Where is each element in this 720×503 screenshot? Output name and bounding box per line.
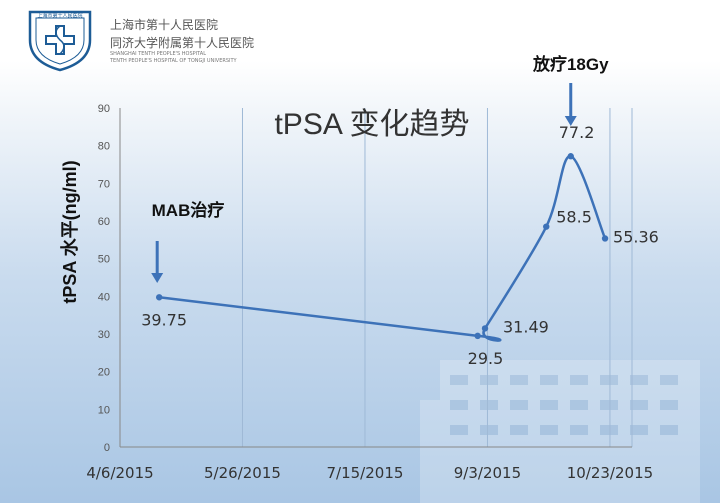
hospital-logo: 上海市第十人民医院 [28,10,92,72]
y-tick-labels: 0 10 20 30 40 50 60 70 80 90 [98,103,110,454]
data-point [567,153,574,160]
y-tick-label: 90 [98,103,110,115]
x-tick-label: 9/3/2015 [454,464,521,482]
y-tick-label: 70 [98,178,110,190]
y-tick-label: 60 [98,216,110,228]
data-points: 39.75 29.5 31.49 58.5 77.2 55.36 [141,123,659,368]
data-label: 58.5 [556,208,592,227]
y-tick-label: 30 [98,329,110,341]
y-tick-label: 50 [98,254,110,266]
data-label: 55.36 [613,227,659,246]
annotation-label: MAB治疗 [152,200,225,220]
data-point [155,294,163,301]
data-label: 77.2 [559,123,595,142]
series-line [159,154,607,342]
hospital-affiliation-cn: 同济大学附属第十人民医院 [110,36,255,50]
hospital-name-en-line2: TENTH PEOPLE'S HOSPITAL OF TONGJI UNIVER… [110,58,237,64]
y-tick-label: 20 [98,367,110,379]
annotation-arrow-head [151,273,164,283]
data-label: 39.75 [141,310,187,329]
x-tick-label: 10/23/2015 [567,464,653,482]
hospital-building-image [420,360,700,503]
data-label: 29.5 [468,349,504,368]
y-tick-label: 40 [98,291,110,303]
data-point [543,223,550,230]
hospital-name-en: SHANGHAI TENTH PEOPLE'S HOSPITAL TENTH P… [110,51,237,65]
data-label: 31.49 [503,317,549,336]
chart-axes [119,108,632,448]
chart-grid [241,108,633,447]
annotation-label: 放疗18Gy [532,54,609,74]
annotations: MAB治疗 放疗18Gy [151,54,609,283]
x-tick-label: 7/15/2015 [327,464,404,482]
data-point [481,325,489,332]
x-tick-label: 4/6/2015 [86,464,153,482]
chart-title: tPSA 变化趋势 [274,108,469,141]
x-tick-labels: 4/6/2015 5/26/2015 7/15/2015 9/3/2015 10/23/… [86,464,653,482]
hospital-name-cn: 上海市第十人民医院 [110,18,219,32]
annotation-arrow-head [564,116,577,126]
data-point [601,235,609,242]
y-tick-label: 80 [98,141,110,153]
y-axis-label: tPSA 水平(ng/ml) [59,160,80,303]
logo-text: 上海市第十人民医院 [37,12,82,19]
y-tick-label: 10 [98,404,110,416]
y-tick-label: 0 [104,442,110,454]
hospital-name-en-line1: SHANGHAI TENTH PEOPLE'S HOSPITAL [110,51,207,57]
tpsa-series-line [159,154,607,342]
data-point [474,332,481,340]
x-tick-label: 5/26/2015 [204,464,281,482]
